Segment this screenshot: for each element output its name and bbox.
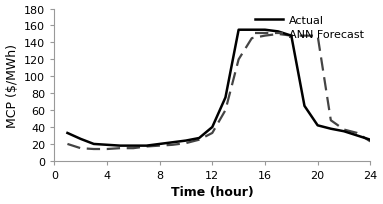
Actual (184, 140, 188, 142)
X-axis label: Time (hour): Time (hour) (171, 185, 254, 198)
Actual (223, 97, 228, 99)
ANN Forecast (236, 59, 241, 61)
ANN Forecast (78, 147, 83, 150)
ANN Forecast (92, 148, 96, 151)
Actual (197, 137, 201, 140)
ANN Forecast (315, 35, 320, 38)
Actual (105, 144, 109, 146)
Actual (210, 126, 214, 129)
Actual (157, 143, 162, 145)
Actual (329, 128, 333, 130)
Actual (355, 135, 360, 137)
ANN Forecast (223, 109, 228, 112)
Actual (92, 143, 96, 145)
Actual (249, 29, 254, 32)
ANN Forecast (197, 139, 201, 141)
Actual (368, 139, 373, 141)
ANN Forecast (289, 35, 294, 38)
ANN Forecast (355, 132, 360, 134)
Line: ANN Forecast: ANN Forecast (67, 35, 370, 149)
Actual (118, 145, 123, 147)
Actual (342, 130, 346, 133)
Actual (302, 105, 307, 108)
Actual (263, 29, 267, 32)
ANN Forecast (65, 143, 70, 145)
Line: Actual: Actual (67, 31, 370, 146)
Actual (236, 29, 241, 32)
Y-axis label: MCP ($/MWh): MCP ($/MWh) (6, 43, 18, 127)
Actual (144, 145, 149, 147)
ANN Forecast (302, 35, 307, 38)
Actual (78, 138, 83, 140)
ANN Forecast (263, 35, 267, 38)
Actual (289, 35, 294, 38)
Actual (170, 141, 175, 144)
ANN Forecast (131, 147, 136, 150)
ANN Forecast (276, 33, 280, 36)
Actual (65, 132, 70, 134)
ANN Forecast (105, 148, 109, 151)
ANN Forecast (157, 145, 162, 147)
Actual (276, 31, 280, 33)
ANN Forecast (368, 141, 373, 143)
Actual (131, 145, 136, 147)
ANN Forecast (170, 144, 175, 146)
ANN Forecast (342, 129, 346, 131)
ANN Forecast (118, 147, 123, 150)
ANN Forecast (144, 145, 149, 148)
Legend: Actual, ANN Forecast: Actual, ANN Forecast (251, 12, 368, 44)
ANN Forecast (184, 142, 188, 145)
ANN Forecast (210, 132, 214, 134)
Actual (315, 124, 320, 127)
ANN Forecast (329, 119, 333, 122)
ANN Forecast (249, 38, 254, 40)
